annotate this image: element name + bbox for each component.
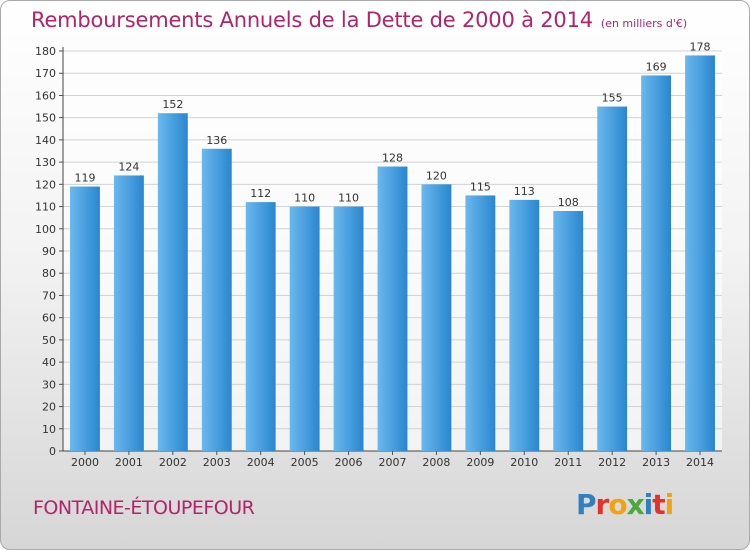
y-tick-label: 10 [42, 423, 56, 436]
data-label-2009: 115 [470, 180, 491, 193]
y-tick-label: 70 [42, 289, 56, 302]
bar-2004 [245, 202, 276, 451]
chart-unit-label: (en milliers d'€) [600, 17, 688, 30]
data-label-2005: 110 [294, 192, 315, 205]
y-tick-label: 0 [49, 445, 56, 458]
y-tick-label: 150 [35, 112, 56, 125]
logo-letter: t [652, 488, 665, 521]
data-label-2013: 169 [646, 60, 667, 73]
y-tick-label: 180 [35, 45, 56, 58]
chart-title-text: Remboursements Annuels de la Dette de 20… [31, 8, 593, 32]
data-label-2008: 120 [426, 169, 447, 182]
data-label-2011: 108 [558, 196, 579, 209]
bar-2014 [685, 55, 715, 451]
y-tick-label: 80 [42, 267, 56, 280]
bar-2010 [509, 199, 540, 451]
y-tick-label: 130 [35, 156, 56, 169]
x-tick-label-2000: 2000 [71, 456, 99, 469]
x-tick-label-2006: 2006 [335, 456, 363, 469]
x-tick-label-2005: 2005 [291, 456, 319, 469]
x-tick-label-2014: 2014 [686, 456, 714, 469]
x-tick-label-2001: 2001 [115, 456, 143, 469]
bar-2007 [377, 166, 408, 452]
x-tick-label-2010: 2010 [510, 456, 538, 469]
logo-letter: o [608, 488, 627, 521]
bar-2009 [465, 195, 496, 451]
data-label-2010: 113 [514, 185, 535, 198]
y-tick-label: 160 [35, 89, 56, 102]
data-label-2001: 124 [118, 160, 139, 173]
y-tick-label: 40 [42, 356, 56, 369]
bar-2000 [70, 186, 100, 452]
bar-2006 [333, 206, 364, 451]
y-tick-label: 20 [42, 401, 56, 414]
y-tick-label: 50 [42, 334, 56, 347]
x-tick-label-2008: 2008 [422, 456, 450, 469]
bar-2012 [597, 106, 628, 452]
commune-name: FONTAINE-ÉTOUPEFOUR [33, 497, 255, 519]
logo-letter: i [664, 488, 675, 521]
logo-letter: x [626, 488, 645, 521]
bar-2011 [553, 211, 584, 451]
data-label-2006: 110 [338, 192, 359, 205]
y-tick-label: 170 [35, 67, 56, 80]
bar-2001 [113, 175, 144, 451]
x-tick-label-2007: 2007 [379, 456, 407, 469]
x-tick-label-2013: 2013 [642, 456, 670, 469]
y-tick-label: 100 [35, 223, 56, 236]
y-tick-label: 90 [42, 245, 56, 258]
y-tick-label: 60 [42, 312, 56, 325]
y-tick-label: 30 [42, 378, 56, 391]
x-tick-label-2003: 2003 [203, 456, 231, 469]
proxiti-logo: Proxiti [576, 488, 675, 521]
logo-letter: r [595, 488, 610, 521]
x-tick-label-2011: 2011 [554, 456, 582, 469]
data-label-2014: 178 [690, 40, 711, 53]
data-label-2012: 155 [602, 92, 623, 105]
data-label-2007: 128 [382, 152, 403, 165]
bar-2002 [157, 113, 188, 451]
bar-2005 [289, 206, 320, 451]
bar-2008 [421, 184, 452, 452]
y-tick-label: 110 [35, 201, 56, 214]
bar-2003 [201, 148, 232, 451]
data-label-2004: 112 [250, 187, 271, 200]
x-tick-label-2012: 2012 [598, 456, 626, 469]
data-label-2003: 136 [206, 134, 227, 147]
y-tick-label: 140 [35, 134, 56, 147]
data-label-2002: 152 [162, 98, 183, 111]
x-tick-label-2004: 2004 [247, 456, 275, 469]
chart-title: Remboursements Annuels de la Dette de 20… [31, 8, 687, 32]
data-label-2000: 119 [74, 172, 95, 185]
bar-2013 [641, 75, 672, 451]
logo-letter: i [643, 488, 654, 521]
x-tick-label-2002: 2002 [159, 456, 187, 469]
y-tick-label: 120 [35, 178, 56, 191]
logo-letter: P [576, 488, 597, 521]
x-tick-label-2009: 2009 [466, 456, 494, 469]
